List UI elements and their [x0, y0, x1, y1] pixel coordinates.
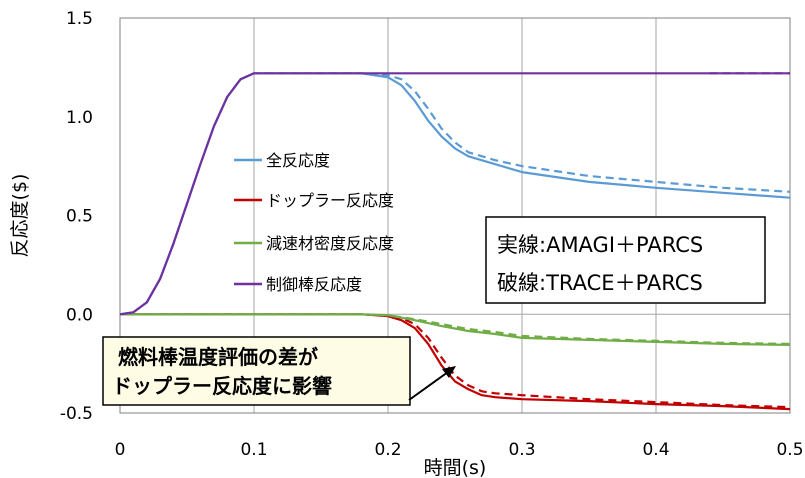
plot-frame	[119, 17, 791, 414]
legend-label: 全反応度	[266, 151, 330, 170]
callout-line-2: ドップラー反応度に影響	[112, 374, 332, 398]
y-tick-label: 0.5	[66, 207, 93, 227]
callout-line-1: 燃料棒温度評価の差が	[118, 345, 318, 369]
legend-label: 制御棒反応度	[266, 275, 362, 294]
x-tick-label: 0.2	[374, 440, 401, 460]
x-tick-label: 0.3	[508, 440, 535, 460]
legend-label: ドップラー反応度	[266, 191, 394, 210]
code-legend-box: 実線:AMAGI＋PARCS 破線:TRACE＋PARCS	[485, 216, 766, 304]
y-ticks: 1.5 1.0 0.5 0.0 -0.5	[60, 9, 93, 424]
y-tick-label: 0.0	[66, 305, 93, 325]
x-tick-label: 0.4	[642, 440, 669, 460]
x-axis-label: 時間(s)	[424, 457, 487, 478]
x-tick-label: 0	[115, 440, 126, 460]
code-legend-solid: 実線:AMAGI＋PARCS	[497, 233, 703, 257]
code-legend-dashed: 破線:TRACE＋PARCS	[497, 271, 703, 295]
x-tick-label: 0.1	[240, 440, 267, 460]
y-tick-label: -0.5	[60, 404, 93, 424]
series-line-6-solid	[119, 72, 790, 316]
y-axis-label: 反応度($)	[9, 174, 31, 258]
callout-arrow-head	[442, 366, 456, 378]
callout-arrow-shaft	[408, 371, 449, 401]
legend-label: 減速材密度反応度	[266, 234, 394, 253]
y-tick-label: 1.0	[66, 108, 93, 128]
x-ticks: 0 0.1 0.2 0.3 0.4 0.5	[115, 440, 804, 460]
callout: 燃料棒温度評価の差が ドップラー反応度に影響	[102, 336, 456, 406]
x-tick-label: 0.5	[776, 440, 803, 460]
y-tick-label: 1.5	[66, 9, 93, 29]
code-legend-frame	[485, 216, 766, 304]
series-line-5-dashed	[120, 313, 791, 345]
callout-frame	[102, 336, 411, 406]
